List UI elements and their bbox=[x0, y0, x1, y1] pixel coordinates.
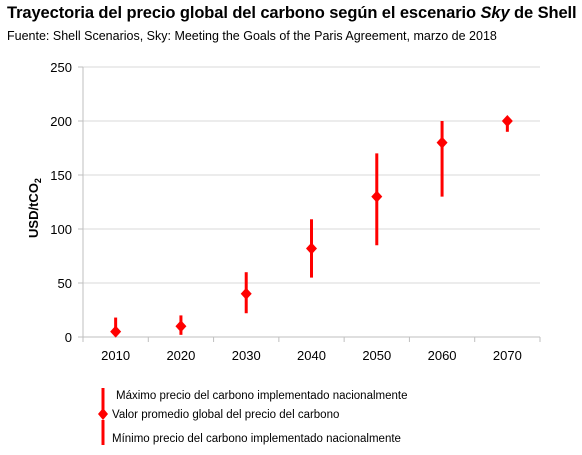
legend-max-label: Máximo precio del carbono implementado n… bbox=[116, 390, 408, 402]
average-point bbox=[501, 115, 513, 127]
y-axis-label: USD/tCO2 bbox=[26, 178, 43, 238]
legend: Máximo precio del carbono implementado n… bbox=[98, 388, 408, 445]
x-tick-label: 2030 bbox=[232, 348, 261, 363]
average-point bbox=[175, 320, 187, 333]
average-point bbox=[371, 190, 383, 203]
chart-title: Trayectoria del precio global del carbon… bbox=[7, 4, 577, 23]
y-tick-label: 200 bbox=[50, 114, 72, 129]
y-tick-label: 50 bbox=[58, 276, 72, 291]
average-points bbox=[110, 115, 513, 338]
axes bbox=[78, 66, 541, 342]
y-tick-label: 100 bbox=[50, 222, 72, 237]
legend-min-label: Mínimo precio del carbono implementado n… bbox=[112, 433, 401, 445]
y-axis-label-main: USD/tCO bbox=[26, 183, 41, 238]
x-tick-label: 2010 bbox=[101, 348, 130, 363]
x-tick-label: 2070 bbox=[493, 348, 522, 363]
x-tick-label: 2050 bbox=[362, 348, 391, 363]
average-point bbox=[436, 136, 448, 149]
y-tick-label: 250 bbox=[50, 60, 72, 75]
legend-avg-label: Valor promedio global del precio del car… bbox=[112, 409, 339, 421]
y-tick-label: 0 bbox=[65, 330, 72, 345]
range-bars bbox=[114, 121, 509, 335]
average-point bbox=[240, 287, 252, 300]
x-tick-labels: 2010 2020 2030 2040 2050 2060 2070 bbox=[101, 348, 522, 363]
y-tick-label: 150 bbox=[50, 168, 72, 183]
title-suffix: de Shell bbox=[509, 4, 577, 22]
average-point bbox=[306, 242, 317, 255]
legend-avg-marker bbox=[98, 408, 108, 420]
grid-lines bbox=[83, 66, 540, 284]
y-tick-labels: 0 50 100 150 200 250 bbox=[50, 60, 72, 345]
x-tick-label: 2020 bbox=[166, 348, 195, 363]
x-tick-label: 2040 bbox=[297, 348, 326, 363]
title-emphasis: Sky bbox=[480, 4, 510, 22]
x-tick-label: 2060 bbox=[428, 348, 457, 363]
y-axis-label-subscript: 2 bbox=[33, 178, 43, 183]
chart-subtitle: Fuente: Shell Scenarios, Sky: Meeting th… bbox=[7, 29, 497, 43]
average-point bbox=[110, 325, 122, 338]
title-prefix: Trayectoria del precio global del carbon… bbox=[7, 4, 481, 22]
